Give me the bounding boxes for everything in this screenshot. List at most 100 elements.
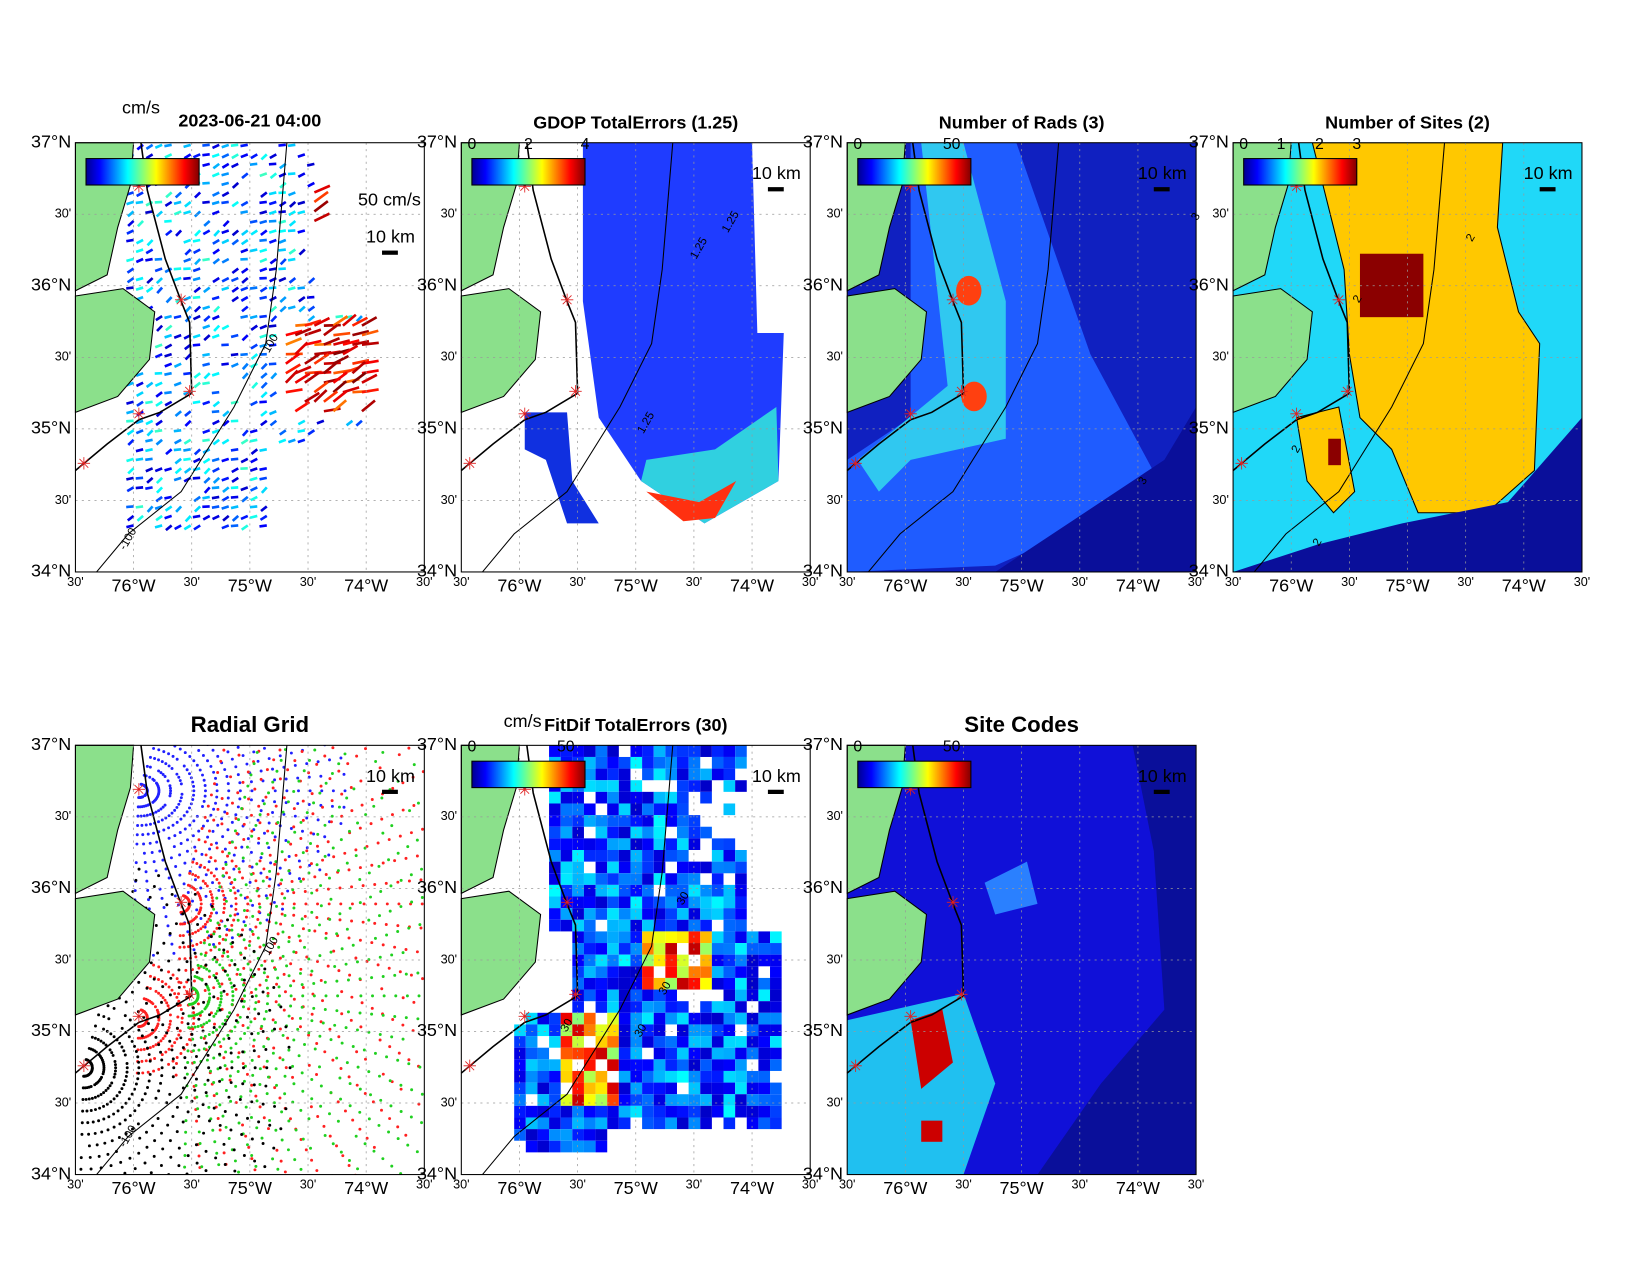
radial-grid-point [252, 1045, 255, 1048]
radial-grid-point [291, 924, 294, 927]
x-tick-label: 74°W [344, 576, 388, 596]
radial-grid-point [222, 911, 225, 914]
radial-grid-point [267, 913, 270, 916]
field-cell [689, 1059, 701, 1071]
field-cell [665, 1036, 677, 1048]
field-cell [630, 1071, 642, 1083]
current-vector [299, 250, 304, 255]
field-cell [735, 1048, 747, 1060]
field-cell [758, 931, 770, 943]
radial-grid-point [379, 956, 382, 959]
radial-grid-point [303, 769, 306, 772]
radial-grid-point [257, 805, 260, 808]
field-cell [572, 1129, 584, 1141]
radial-grid-point [444, 902, 447, 905]
radial-grid-point [136, 1077, 139, 1080]
site-marker: ✳ [568, 985, 582, 1004]
radial-grid-point [238, 871, 241, 874]
radial-grid-point [300, 1168, 303, 1171]
radial-grid-point [257, 968, 260, 971]
field-cell [770, 1001, 782, 1013]
radial-grid-point [299, 939, 302, 942]
current-vector [280, 307, 285, 312]
radial-grid-point [93, 1214, 96, 1217]
current-vector [333, 333, 350, 335]
radial-grid-point [274, 789, 277, 792]
radial-grid-point [146, 1047, 149, 1050]
radial-grid-point [299, 1109, 302, 1112]
radial-grid-point [379, 1099, 382, 1102]
current-vector [251, 154, 257, 158]
x-tick-label: 76°W [112, 576, 156, 596]
radial-grid-point [194, 955, 197, 958]
field-cell [712, 850, 724, 862]
radial-grid-point [262, 1030, 265, 1033]
radial-grid-point [432, 765, 435, 768]
radial-grid-point [262, 1142, 265, 1145]
radial-grid-point [238, 1122, 241, 1125]
x-tick-label: 30' [955, 575, 972, 589]
current-vector [127, 269, 133, 273]
radial-grid-point [216, 808, 219, 811]
current-vector [193, 278, 200, 280]
radial-grid-point [245, 1106, 248, 1109]
radial-grid-point [253, 1168, 256, 1171]
field-cell [665, 931, 677, 943]
radial-grid-point [287, 1148, 290, 1151]
current-vector [136, 478, 143, 479]
radial-grid-point [380, 1109, 383, 1112]
radial-grid-point [197, 838, 200, 841]
radial-grid-point [316, 960, 319, 963]
radial-grid-point [234, 1159, 237, 1162]
radial-grid-point [335, 1057, 338, 1060]
radial-grid-point [295, 683, 298, 686]
radial-grid-point [334, 741, 337, 744]
current-vector [145, 459, 152, 460]
current-vector [221, 364, 228, 365]
field-cell [514, 1094, 526, 1106]
radial-grid-point [168, 1023, 171, 1026]
radial-grid-point [121, 1027, 124, 1030]
field-cell [619, 1036, 631, 1048]
radial-grid-point [230, 1030, 233, 1033]
radial-grid-point [243, 938, 246, 941]
radial-grid-point [206, 920, 209, 923]
radial-grid-point [173, 834, 176, 837]
current-vector [183, 449, 190, 450]
radial-grid-point [359, 866, 362, 869]
colorbar [472, 761, 585, 787]
radial-grid-point [175, 1074, 178, 1077]
radial-grid-point [244, 682, 247, 685]
radial-grid-point [363, 902, 366, 905]
radial-grid-point [266, 897, 269, 900]
field-cell [654, 943, 666, 955]
radial-grid-point [236, 666, 239, 669]
radial-grid-point [176, 1130, 179, 1133]
current-vector [166, 192, 172, 197]
current-vector [231, 459, 238, 460]
radial-grid-point [242, 967, 245, 970]
radial-grid-point [220, 998, 223, 1001]
field-cell [735, 1106, 747, 1118]
current-vector [356, 421, 362, 426]
radial-grid-point [214, 859, 217, 862]
radial-grid-point [196, 1162, 199, 1165]
current-vector [270, 297, 277, 300]
field-cell [677, 1094, 689, 1106]
radial-grid-point [347, 1010, 350, 1013]
radial-grid-point [196, 971, 199, 974]
radial-grid-point [188, 1230, 191, 1233]
current-vector [243, 373, 248, 378]
scale-label: 10 km [1138, 163, 1187, 183]
radial-grid-point [441, 994, 444, 997]
x-tick-label: 75°W [1000, 576, 1044, 596]
radial-grid-point [286, 890, 289, 893]
radial-grid-point [305, 1148, 308, 1151]
radial-grid-point [199, 769, 202, 772]
current-vector [212, 373, 219, 375]
current-vector [362, 400, 375, 411]
radial-grid-point [407, 747, 410, 750]
radial-grid-point [266, 975, 269, 978]
field-cell [689, 885, 701, 897]
radial-grid-point [269, 861, 272, 864]
